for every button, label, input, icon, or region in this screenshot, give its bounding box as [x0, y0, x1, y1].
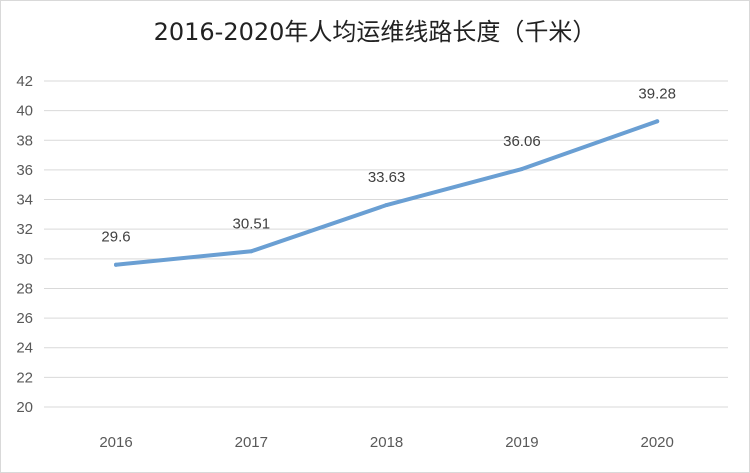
- data-label: 30.51: [233, 215, 271, 232]
- x-tick-label: 2017: [235, 434, 268, 451]
- data-point: [249, 249, 254, 254]
- y-tick-label: 30: [16, 251, 33, 268]
- y-tick-label: 38: [16, 132, 33, 149]
- data-label: 36.06: [503, 133, 541, 150]
- data-point: [384, 203, 389, 208]
- data-label: 29.6: [101, 229, 130, 246]
- series-line: [114, 119, 660, 267]
- series-line-group: [114, 119, 660, 267]
- x-tick-label: 2020: [641, 434, 674, 451]
- x-tick-label: 2016: [99, 434, 132, 451]
- y-axis-ticks: 20 22 24 26 28 30 32 34 36 38 40 42: [16, 73, 33, 416]
- y-tick-label: 28: [16, 280, 33, 297]
- y-tick-label: 42: [16, 73, 33, 90]
- gridlines: [44, 80, 728, 408]
- y-tick-label: 24: [16, 340, 33, 357]
- y-tick-label: 20: [16, 399, 33, 416]
- x-tick-label: 2019: [505, 434, 538, 451]
- y-tick-label: 34: [16, 192, 33, 209]
- y-tick-label: 40: [16, 103, 33, 120]
- y-tick-label: 36: [16, 162, 33, 179]
- x-tick-label: 2018: [370, 434, 403, 451]
- data-labels: 29.6 30.51 33.63 36.06 39.28: [101, 85, 676, 245]
- x-axis-ticks: 2016 2017 2018 2019 2020: [99, 434, 674, 451]
- data-point: [114, 262, 118, 267]
- y-tick-label: 26: [16, 310, 33, 327]
- y-tick-label: 32: [16, 221, 33, 238]
- data-label: 33.63: [368, 169, 406, 186]
- data-point: [655, 119, 660, 124]
- y-tick-label: 22: [16, 369, 33, 386]
- chart-title: 2016-2020年人均运维线路长度（千米）: [153, 18, 597, 46]
- data-point: [519, 167, 524, 172]
- data-label: 39.28: [638, 85, 676, 102]
